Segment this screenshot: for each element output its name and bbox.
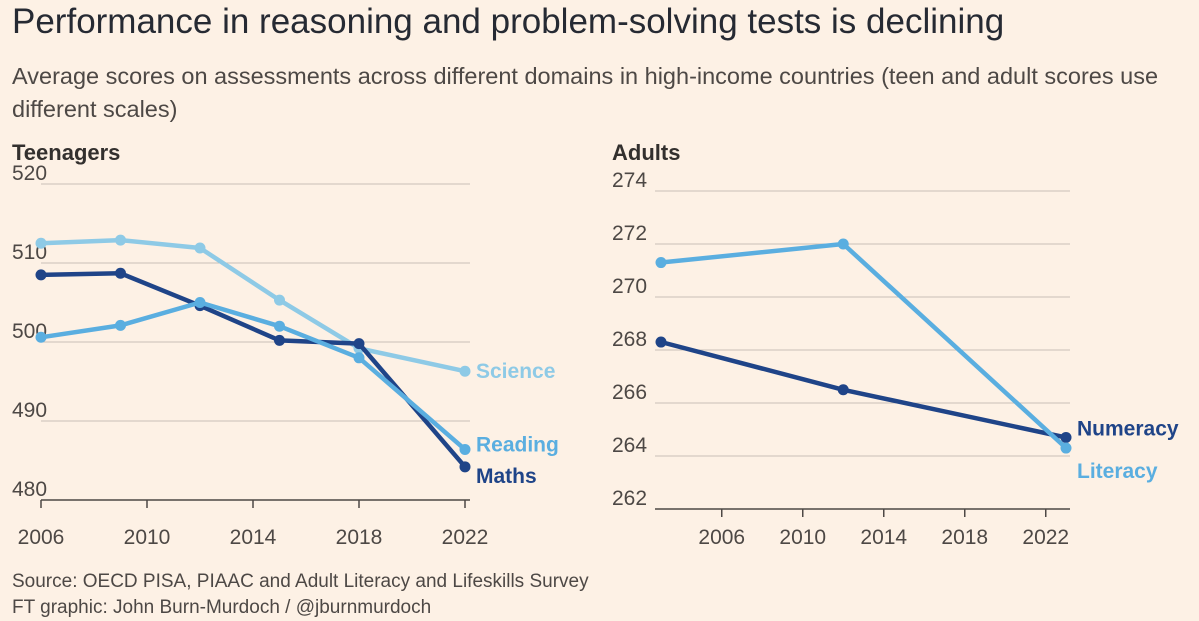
teen-series-label-science: Science — [476, 360, 555, 383]
teen-point-science-2012 — [194, 242, 206, 254]
teen-point-reading-2015 — [274, 320, 285, 332]
adult-y-tick-264: 264 — [612, 434, 647, 457]
adult-y-tick-262: 262 — [612, 487, 647, 510]
adult-x-tick-2006: 2006 — [698, 526, 745, 549]
teen-point-maths-2022 — [459, 461, 471, 473]
teen-point-science-2022 — [459, 365, 471, 377]
adult-series-line-literacy — [658, 241, 1069, 451]
teen-point-reading-2006 — [35, 331, 47, 343]
teen-point-science-2009 — [115, 234, 126, 246]
teen-y-tick-490: 490 — [12, 399, 47, 422]
adult-y-tick-274: 274 — [612, 169, 647, 192]
adult-y-tick-268: 268 — [612, 328, 647, 351]
teen-point-reading-2012 — [194, 297, 206, 308]
adult-y-tick-266: 266 — [612, 381, 647, 404]
adult-series-label-literacy: Literacy — [1077, 460, 1158, 483]
adult-point-literacy-2003 — [655, 257, 667, 269]
teen-point-science-2015 — [274, 294, 285, 306]
adults-panel-title: Adults — [612, 140, 681, 165]
adult-point-numeracy-2003 — [655, 336, 667, 348]
teen-x-tick-2022: 2022 — [442, 526, 489, 549]
adult-point-literacy-2012 — [837, 238, 849, 250]
teen-point-maths-2015 — [274, 334, 285, 346]
teen-point-maths-2018 — [353, 338, 365, 350]
teen-x-tick-2006: 2006 — [18, 526, 65, 549]
adults-chart: 262 264 266 268 270 272 274 2006 2010 2014 2018 202… — [612, 169, 1179, 549]
teen-x-tick-2014: 2014 — [230, 526, 277, 549]
teen-series-line-maths — [38, 271, 468, 470]
adult-point-numeracy-2023 — [1060, 431, 1072, 443]
teen-point-science-2006 — [35, 237, 47, 249]
adult-point-literacy-2023 — [1060, 442, 1072, 454]
teen-point-maths-2006 — [35, 269, 47, 281]
teen-point-reading-2009 — [115, 319, 126, 331]
adult-x-tick-2014: 2014 — [860, 526, 907, 549]
teen-y-tick-520: 520 — [12, 162, 47, 185]
adult-y-tick-270: 270 — [612, 275, 647, 298]
teen-series-line-reading — [38, 300, 468, 452]
chart-subtitle: Average scores on assessments across dif… — [12, 63, 1159, 122]
teen-series-line-science — [38, 237, 468, 374]
adult-point-numeracy-2012 — [837, 384, 849, 396]
teen-series-label-maths: Maths — [476, 465, 537, 488]
teen-point-maths-2009 — [115, 267, 126, 279]
adult-x-tick-2018: 2018 — [941, 526, 988, 549]
adult-x-tick-2010: 2010 — [779, 526, 826, 549]
source-note: Source: OECD PISA, PIAAC and Adult Liter… — [12, 571, 589, 592]
teen-x-tick-2010: 2010 — [124, 526, 171, 549]
teen-point-reading-2018 — [353, 352, 365, 364]
teenagers-panel-title: Teenagers — [12, 140, 121, 165]
credit-note: FT graphic: John Burn-Murdoch / @jburnmu… — [12, 597, 432, 618]
chart-title: Performance in reasoning and problem-sol… — [12, 2, 1005, 41]
adult-x-tick-2022: 2022 — [1022, 526, 1069, 549]
teen-y-tick-480: 480 — [12, 478, 47, 501]
teen-point-reading-2022 — [459, 443, 471, 455]
adult-series-label-numeracy: Numeracy — [1077, 417, 1179, 440]
teen-x-tick-2018: 2018 — [336, 526, 383, 549]
adult-y-tick-272: 272 — [612, 222, 647, 245]
teen-series-label-reading: Reading — [476, 433, 559, 456]
